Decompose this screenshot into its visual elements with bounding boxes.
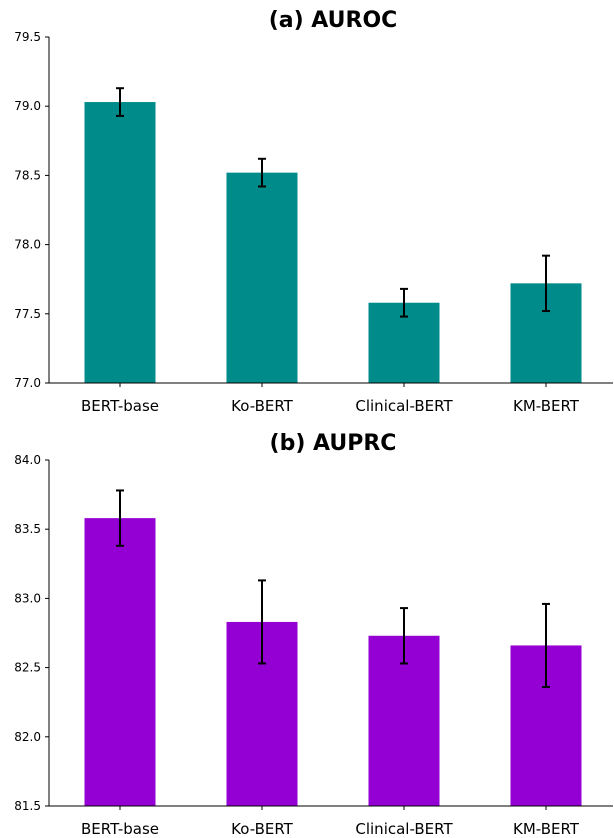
- auprc-y-tick-label: 83.0: [14, 591, 41, 605]
- auroc-error-bar: [258, 157, 266, 188]
- auroc-y-tick-label: 78.5: [14, 168, 41, 182]
- auroc-y-tick-label: 79.0: [14, 99, 41, 113]
- auroc-y-tick-label: 78.0: [14, 238, 41, 252]
- auprc-bar: [84, 518, 156, 806]
- auprc-x-tick-label: KM-BERT: [513, 820, 580, 838]
- auroc-x-tick-label: Clinical-BERT: [355, 397, 453, 415]
- auprc-error-bar: [542, 602, 550, 688]
- auroc-y-tick-label: 77.5: [14, 307, 41, 321]
- auprc-y-tick-label: 82.0: [14, 730, 41, 744]
- auprc-error-bar: [400, 607, 408, 665]
- auprc-x-tick-label: Ko-BERT: [231, 820, 294, 838]
- auprc-error-bar: [258, 579, 266, 665]
- auprc-y-tick-label: 81.5: [14, 799, 41, 813]
- auroc-x-tick-label: Ko-BERT: [231, 397, 294, 415]
- auprc-title: (b) AUPRC: [270, 431, 397, 456]
- auroc-error-bar: [542, 254, 550, 313]
- auprc-x-tick-label: BERT-base: [81, 820, 159, 838]
- auprc-panel: (b) AUPRC 81.5 82.0 82.5 83.0 83.5 84.0 BERT-b…: [14, 431, 613, 838]
- auprc-error-bar: [116, 489, 124, 547]
- auprc-y-tick-label: 84.0: [14, 453, 41, 467]
- auroc-bar: [226, 172, 298, 383]
- auprc-y-tick-label: 83.5: [14, 522, 41, 536]
- auprc-y-tick-label: 82.5: [14, 661, 41, 675]
- auroc-y-tick-label: 77.0: [14, 376, 41, 390]
- auroc-x-tick-label: BERT-base: [81, 397, 159, 415]
- auroc-error-bar: [116, 87, 124, 117]
- auroc-error-bar: [400, 287, 408, 318]
- auroc-bar: [84, 102, 156, 383]
- auroc-title: (a) AUROC: [269, 8, 398, 33]
- auprc-x-tick-label: Clinical-BERT: [355, 820, 453, 838]
- auroc-panel: (a) AUROC 77.0 77.5 78.0 78.5 79.0 79.5 BERT-b…: [14, 8, 613, 415]
- auroc-x-tick-label: KM-BERT: [513, 397, 580, 415]
- auroc-y-tick-label: 79.5: [14, 30, 41, 44]
